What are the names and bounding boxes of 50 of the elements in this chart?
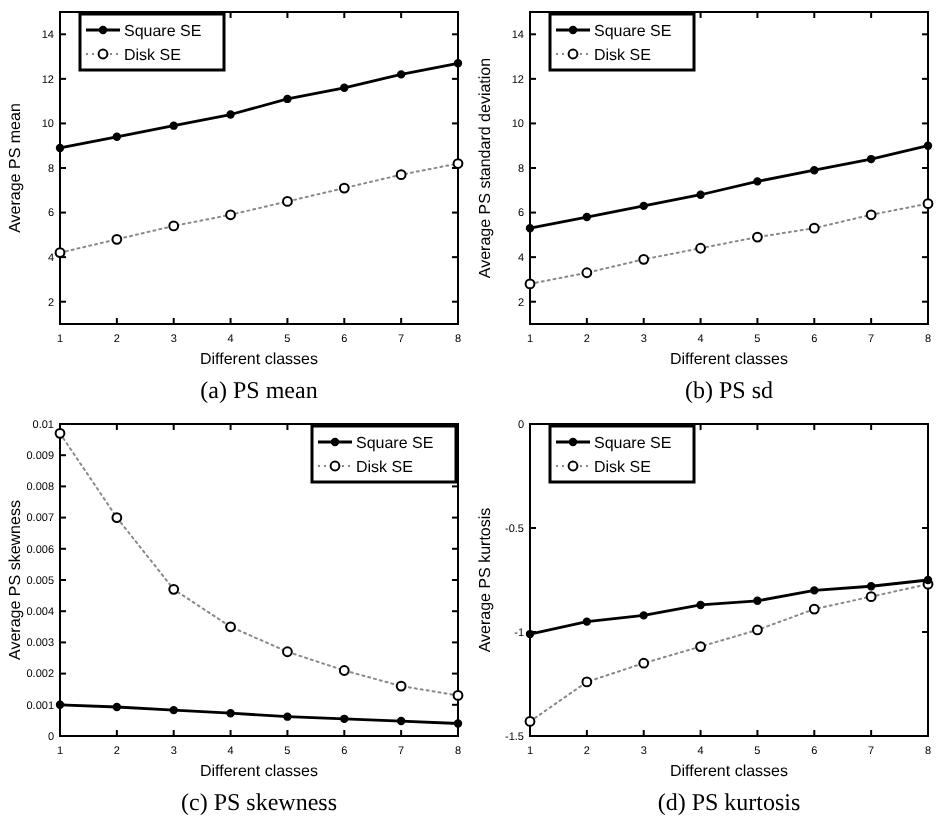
point [696,600,705,610]
text: (d) PS kurtosis [657,788,801,816]
point [582,617,592,626]
point [169,705,178,715]
point [226,709,235,718]
x-axis-title: Different classes [200,350,318,368]
point [923,575,933,585]
y-axis-title: Average PS mean [6,103,24,233]
point [453,59,463,68]
point [340,83,349,92]
point [453,719,463,728]
legend-label: Disk SE [594,457,651,476]
y-axis-title: Average PS skewness [6,500,24,660]
point [810,166,819,175]
text: (b) PS sd [684,376,774,404]
point [753,596,762,605]
x-axis-title: Different classes [200,762,318,780]
x-axis-title: Different classes [670,350,788,368]
point [396,70,406,79]
y-axis-title: Average PS kurtosis [476,507,494,653]
point [696,190,705,199]
legend-label: Disk SE [356,457,413,476]
point [340,714,349,724]
point [866,154,876,164]
point [226,110,235,119]
point [810,586,819,595]
point [283,712,292,721]
legend-label: Square SE [356,433,434,452]
legend-label: Square SE [594,433,672,452]
text: (c) PS skewness [181,788,338,816]
point [112,702,122,712]
point [525,223,535,233]
point [169,121,178,130]
x-axis-title: Different classes [670,762,788,780]
y-axis-title: Average PS standard deviation [476,57,494,279]
point [396,716,406,726]
point [866,582,876,591]
point [55,143,65,153]
point [639,201,648,211]
point [283,94,292,104]
text: (a) PS mean [200,376,318,404]
legend-label: Disk SE [124,45,181,64]
point [112,132,122,141]
legend-label: Disk SE [594,45,651,64]
point [923,141,933,150]
legend-label: Square SE [124,21,202,40]
point [582,212,592,222]
point [639,611,648,620]
point [753,177,762,186]
legend-label: Square SE [594,21,672,40]
